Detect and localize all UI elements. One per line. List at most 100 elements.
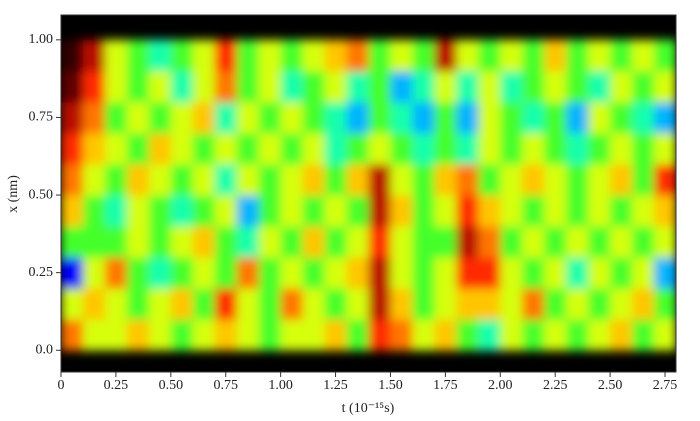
x-tick-label: 1.00 bbox=[268, 378, 293, 393]
heat-cell bbox=[500, 132, 523, 165]
heat-cell bbox=[61, 39, 84, 72]
heat-cell bbox=[588, 257, 611, 289]
heat-cell bbox=[566, 195, 589, 227]
heat-cell bbox=[522, 257, 545, 289]
heat-cell bbox=[588, 319, 611, 351]
heat-cell bbox=[280, 319, 304, 351]
x-tick-label: 2.25 bbox=[543, 378, 568, 393]
heat-cell bbox=[434, 39, 457, 72]
heat-cell bbox=[258, 319, 282, 351]
heat-cell bbox=[588, 101, 611, 134]
heat-cell bbox=[61, 226, 84, 258]
heat-cell bbox=[544, 39, 567, 72]
heat-cell bbox=[390, 70, 413, 103]
heatmap bbox=[61, 39, 676, 351]
heat-cell bbox=[390, 164, 413, 196]
heat-cell bbox=[456, 70, 479, 103]
heat-cell bbox=[236, 257, 260, 289]
heat-cell bbox=[214, 132, 238, 165]
heat-cell bbox=[368, 70, 391, 103]
heat-cell bbox=[214, 257, 238, 289]
heat-cell bbox=[478, 257, 501, 289]
y-tick-label: 0.25 bbox=[29, 265, 54, 280]
heat-cell bbox=[544, 257, 567, 289]
x-tick-label: 0.25 bbox=[104, 378, 129, 393]
heat-cell bbox=[610, 288, 633, 320]
heat-cell bbox=[588, 226, 611, 258]
heat-cell bbox=[214, 288, 238, 320]
x-tick-label: 2.00 bbox=[488, 378, 513, 393]
heat-cell bbox=[544, 101, 567, 134]
heat-cell bbox=[456, 132, 479, 165]
heat-cell bbox=[104, 132, 128, 165]
heat-cell bbox=[456, 288, 479, 320]
y-tick-label: 1.00 bbox=[29, 32, 54, 47]
heat-cell bbox=[368, 288, 391, 320]
heat-cell bbox=[390, 288, 413, 320]
heat-cell bbox=[104, 288, 128, 320]
heat-cell bbox=[654, 257, 676, 289]
heat-cell bbox=[192, 70, 216, 103]
heat-cell bbox=[654, 164, 676, 196]
heat-cell bbox=[170, 226, 194, 258]
heat-cell bbox=[192, 132, 216, 165]
heat-cell bbox=[104, 257, 128, 289]
heat-cell bbox=[346, 101, 369, 134]
heat-cell bbox=[610, 39, 633, 72]
heat-cell bbox=[544, 132, 567, 165]
heat-cell bbox=[566, 288, 589, 320]
x-tick-label: 0.50 bbox=[159, 378, 184, 393]
heat-cell bbox=[522, 288, 545, 320]
heat-cell bbox=[236, 70, 260, 103]
heat-cell bbox=[610, 257, 633, 289]
heat-cell bbox=[104, 164, 128, 196]
heat-cell bbox=[610, 226, 633, 258]
heat-cell bbox=[170, 101, 194, 134]
heat-cell bbox=[280, 257, 304, 289]
heat-cell bbox=[500, 195, 523, 227]
heat-cell bbox=[346, 70, 369, 103]
heat-cell bbox=[302, 39, 326, 72]
heat-cell bbox=[61, 257, 84, 289]
heat-cell bbox=[236, 101, 260, 134]
heat-cell bbox=[632, 288, 655, 320]
heat-cell bbox=[588, 288, 611, 320]
y-tick-label: 0.50 bbox=[29, 187, 54, 202]
heat-cell bbox=[61, 195, 84, 227]
heat-cell bbox=[588, 70, 611, 103]
heat-cell bbox=[126, 101, 150, 134]
heat-cell bbox=[258, 70, 282, 103]
heat-cell bbox=[610, 132, 633, 165]
heat-cell bbox=[368, 39, 391, 72]
heat-cell bbox=[390, 226, 413, 258]
heat-cell bbox=[148, 70, 172, 103]
heat-cell bbox=[478, 101, 501, 134]
heat-cell bbox=[456, 257, 479, 289]
heat-cell bbox=[566, 164, 589, 196]
heat-cell bbox=[170, 195, 194, 227]
heat-cell bbox=[588, 195, 611, 227]
y-tick-label: 0.75 bbox=[29, 110, 54, 125]
heat-cell bbox=[104, 101, 128, 134]
heat-cell bbox=[632, 101, 655, 134]
heat-cell bbox=[82, 39, 106, 72]
heat-cell bbox=[104, 70, 128, 103]
heat-cell bbox=[192, 195, 216, 227]
heat-cell bbox=[302, 70, 326, 103]
heat-cell bbox=[61, 164, 84, 196]
heat-cell bbox=[610, 101, 633, 134]
heat-cell bbox=[302, 226, 326, 258]
heat-cell bbox=[170, 132, 194, 165]
heat-cell bbox=[82, 70, 106, 103]
heat-cell bbox=[61, 288, 84, 320]
heat-cell bbox=[258, 132, 282, 165]
heat-cell bbox=[412, 195, 435, 227]
heat-cell bbox=[126, 257, 150, 289]
heat-cell bbox=[126, 164, 150, 196]
heat-cell bbox=[104, 226, 128, 258]
heat-cell bbox=[654, 70, 676, 103]
heat-cell bbox=[126, 132, 150, 165]
heat-cell bbox=[280, 39, 304, 72]
heat-cell bbox=[500, 288, 523, 320]
heat-cell bbox=[390, 39, 413, 72]
